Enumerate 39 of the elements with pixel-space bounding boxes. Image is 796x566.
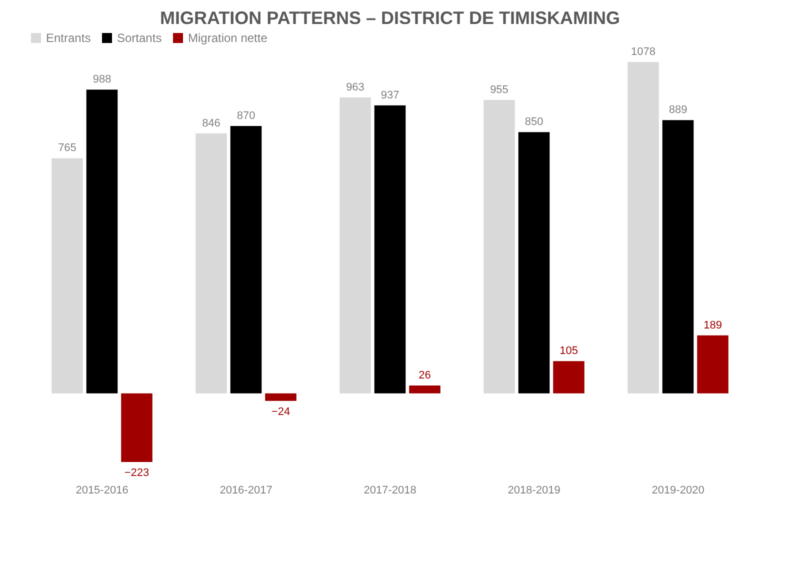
data-label: 937 [380, 89, 400, 102]
data-label: 765 [58, 142, 76, 154]
bar [86, 90, 118, 394]
data-label: 26 [418, 369, 431, 382]
data-label: 988 [92, 74, 112, 86]
bar [121, 393, 152, 462]
data-label: 105 [560, 345, 578, 358]
data-label: 955 [490, 84, 508, 96]
bar [628, 62, 659, 394]
bar [697, 335, 728, 394]
legend-label: Entrants [46, 31, 91, 45]
bar [662, 120, 694, 394]
x-tick-label: 2017-2018 [364, 484, 416, 496]
x-tick-label: 2015-2016 [76, 484, 128, 496]
data-label: −24 [271, 406, 290, 418]
bar [374, 105, 406, 394]
bar [265, 393, 296, 401]
data-label: 889 [668, 104, 688, 116]
bar [484, 100, 515, 394]
data-label: −223 [124, 467, 150, 479]
x-tick-label: 2019-2020 [652, 484, 704, 496]
legend-label: Sortants [117, 31, 162, 45]
x-tick-label: 2016-2017 [220, 484, 272, 496]
bar [518, 132, 550, 394]
bar [230, 126, 262, 394]
legend-label: Migration nette [188, 31, 268, 45]
data-label: 846 [202, 117, 220, 130]
bar [196, 133, 227, 394]
chart-title: MIGRATION PATTERNS – DISTRICT DE TIMISKAMING [160, 8, 620, 28]
data-label: 189 [704, 319, 722, 332]
bar [553, 361, 584, 394]
x-tick-label: 2018-2019 [508, 484, 560, 496]
bar [340, 97, 371, 394]
bar [409, 385, 440, 394]
data-label: 963 [346, 81, 364, 94]
data-label: 850 [524, 116, 544, 128]
bar [52, 158, 83, 394]
data-label: 870 [236, 110, 256, 122]
data-label: 1078 [631, 46, 656, 58]
